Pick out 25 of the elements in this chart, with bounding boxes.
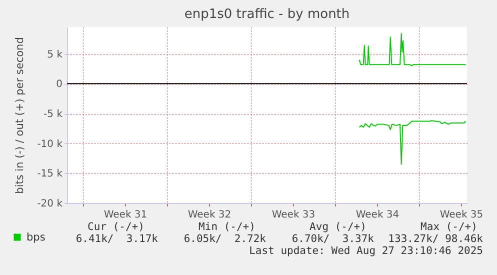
x-tick-label: Week 33 xyxy=(272,210,316,220)
y-axis-title: bits in (-) / out (+) per second xyxy=(14,37,26,194)
text: 133.27k/ 98.46k xyxy=(388,233,483,245)
line-series xyxy=(358,120,466,165)
text: Avg (-/+) xyxy=(308,221,368,233)
text: 6.70k/ 3.37k xyxy=(292,233,374,245)
y-tick-label: 0 xyxy=(56,79,62,90)
text: 6.41k/ 3.17k xyxy=(76,233,158,245)
y-tick-label: -5 k xyxy=(44,109,63,120)
x-tick-label: Week 34 xyxy=(356,210,400,220)
text: Min (-/+) xyxy=(198,221,256,233)
y-tick-label: -20 k xyxy=(37,198,63,210)
x-tick-label: Week 31 xyxy=(104,210,148,220)
chart-title: enp1s0 traffic - by month xyxy=(184,7,350,22)
y-tick-label: -10 k xyxy=(37,138,63,150)
text: Max (-/+) xyxy=(420,221,478,233)
legend-label: bps xyxy=(26,231,46,244)
y-tick-label: 5 k xyxy=(47,49,63,60)
text: 6.05k/ 2.72k xyxy=(184,233,266,245)
y-tick-label: -15 k xyxy=(37,168,63,180)
text: Cur (-/+) xyxy=(86,221,146,233)
x-tick-label: Week 35 xyxy=(440,210,484,220)
line-series xyxy=(358,33,466,66)
text: Last update: Wed Aug 27 23:10:46 2025 xyxy=(249,245,483,257)
x-tick-label: Week 32 xyxy=(188,210,232,220)
